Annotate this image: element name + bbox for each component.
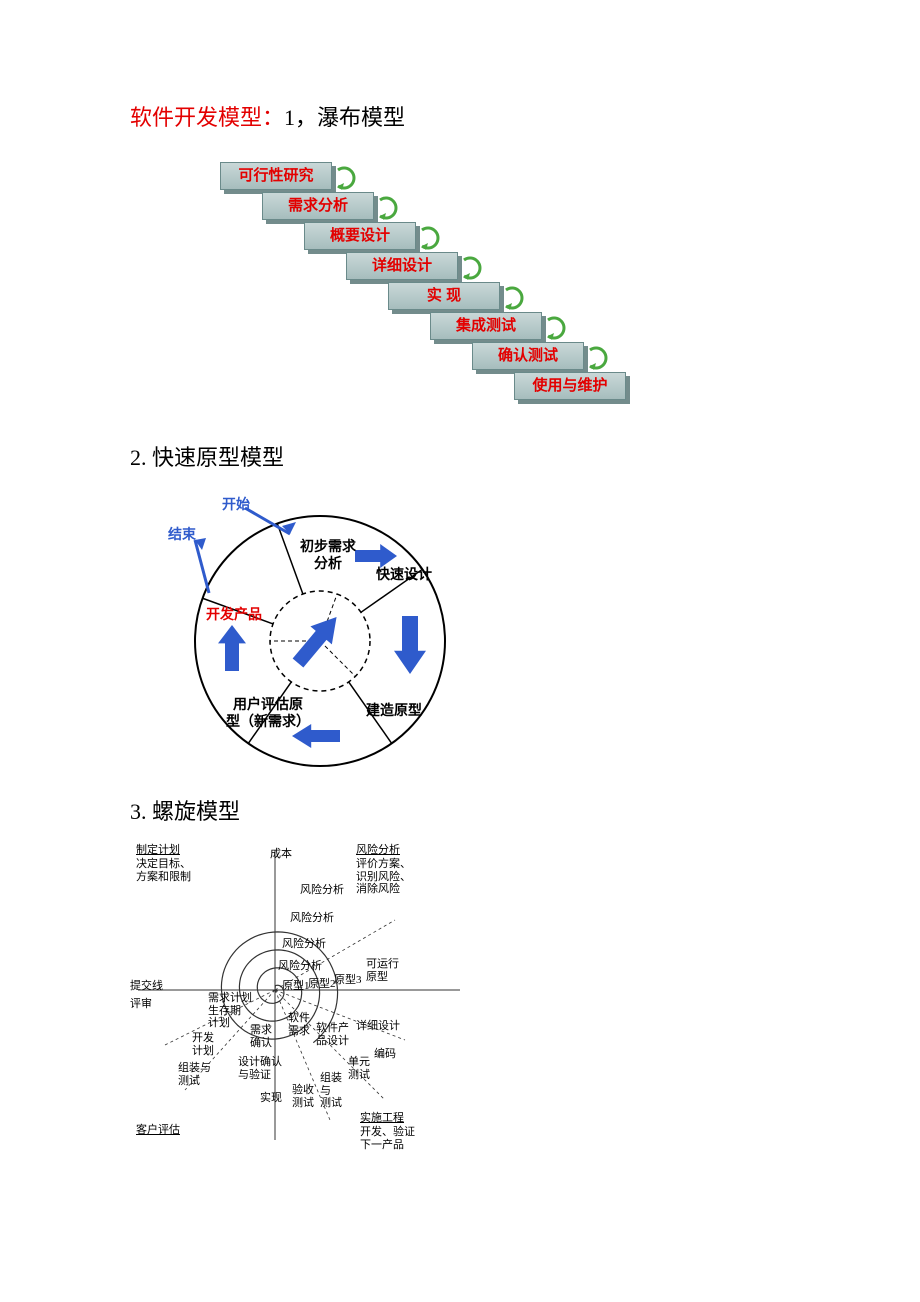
prototype-label: 初步需求分析	[300, 538, 356, 572]
spiral-label: 软件产品设计	[316, 1022, 349, 1047]
prototype-diagram: 开始结束初步需求分析快速设计建造原型 用户评估原型（新需求） 开发产品	[150, 486, 480, 776]
cycle-arrow-icon	[418, 226, 442, 250]
prototype-label: 建造原型	[366, 702, 422, 719]
spiral-label: 风险分析	[290, 912, 334, 925]
section2-heading: 2. 快速原型模型	[130, 440, 790, 472]
spiral-label: 设计确认与验证	[238, 1056, 282, 1081]
cycle-arrow-icon	[376, 196, 400, 220]
prototype-label: 快速设计	[376, 566, 432, 583]
spiral-label: 可运行原型	[366, 958, 399, 983]
spiral-label: 单元测试	[348, 1056, 370, 1081]
title-red-text: 软件开发模型：	[130, 105, 284, 130]
spiral-label: 提交线	[130, 980, 163, 993]
cycle-arrow-icon	[334, 166, 358, 190]
spiral-label: 原型3	[334, 974, 362, 987]
cycle-arrow-icon	[460, 256, 484, 280]
spiral-label: 详细设计	[356, 1020, 400, 1033]
spiral-label: 开发计划	[192, 1032, 214, 1057]
spiral-label: 验收测试	[292, 1084, 314, 1109]
spiral-label: 决定目标、方案和限制	[136, 858, 191, 883]
document-page: 软件开发模型：1，瀑布模型 可行性研究需求分析概要设计详细设计实 现集成测试确认…	[0, 0, 920, 1210]
spiral-label: 原型2	[308, 978, 336, 991]
spiral-label: 实现	[260, 1092, 282, 1105]
spiral-label: 客户评估	[136, 1124, 180, 1137]
spiral-label: 风险分析	[356, 844, 400, 857]
spiral-label: 软件需求	[288, 1012, 310, 1037]
spiral-diagram: 制定计划决定目标、方案和限制风险分析评价方案、识别风险、消除风险实施工程开发、验…	[130, 840, 470, 1150]
spiral-label: 原型1	[282, 980, 310, 993]
spiral-label: 评审	[130, 998, 152, 1011]
waterfall-step: 可行性研究	[220, 162, 332, 190]
spiral-label: 风险分析	[278, 960, 322, 973]
spiral-label: 成本	[270, 848, 292, 861]
waterfall-step: 使用与维护	[514, 372, 626, 400]
spiral-label: 实施工程	[360, 1112, 404, 1125]
section3-heading: 3. 螺旋模型	[130, 794, 790, 826]
spiral-label: 制定计划	[136, 844, 180, 857]
cycle-arrow-icon	[586, 346, 610, 370]
prototype-label: 结束	[168, 526, 196, 543]
page-title: 软件开发模型：1，瀑布模型	[130, 100, 790, 132]
prototype-label: 开始	[222, 496, 250, 513]
prototype-label: 开发产品	[206, 606, 262, 623]
waterfall-step: 确认测试	[472, 342, 584, 370]
spiral-label: 风险分析	[300, 884, 344, 897]
spiral-label: 需求确认	[250, 1024, 272, 1049]
spiral-label: 评价方案、识别风险、消除风险	[356, 858, 411, 896]
prototype-label: 用户评估原型（新需求）	[226, 696, 310, 730]
title-black-text: 1，瀑布模型	[284, 105, 405, 130]
cycle-arrow-icon	[544, 316, 568, 340]
waterfall-step: 实 现	[388, 282, 500, 310]
spiral-label: 组装与测试	[320, 1072, 342, 1110]
prototype-svg	[150, 486, 480, 776]
spiral-label: 编码	[374, 1048, 396, 1061]
waterfall-step: 集成测试	[430, 312, 542, 340]
waterfall-step: 详细设计	[346, 252, 458, 280]
waterfall-diagram: 可行性研究需求分析概要设计详细设计实 现集成测试确认测试使用与维护	[220, 162, 790, 422]
cycle-arrow-icon	[502, 286, 526, 310]
waterfall-step: 需求分析	[262, 192, 374, 220]
spiral-label: 需求计划生存期计划	[208, 992, 252, 1030]
waterfall-step: 概要设计	[304, 222, 416, 250]
spiral-label: 组装与测试	[178, 1062, 211, 1087]
spiral-label: 风险分析	[282, 938, 326, 951]
spiral-label: 开发、验证下一产品	[360, 1126, 415, 1151]
